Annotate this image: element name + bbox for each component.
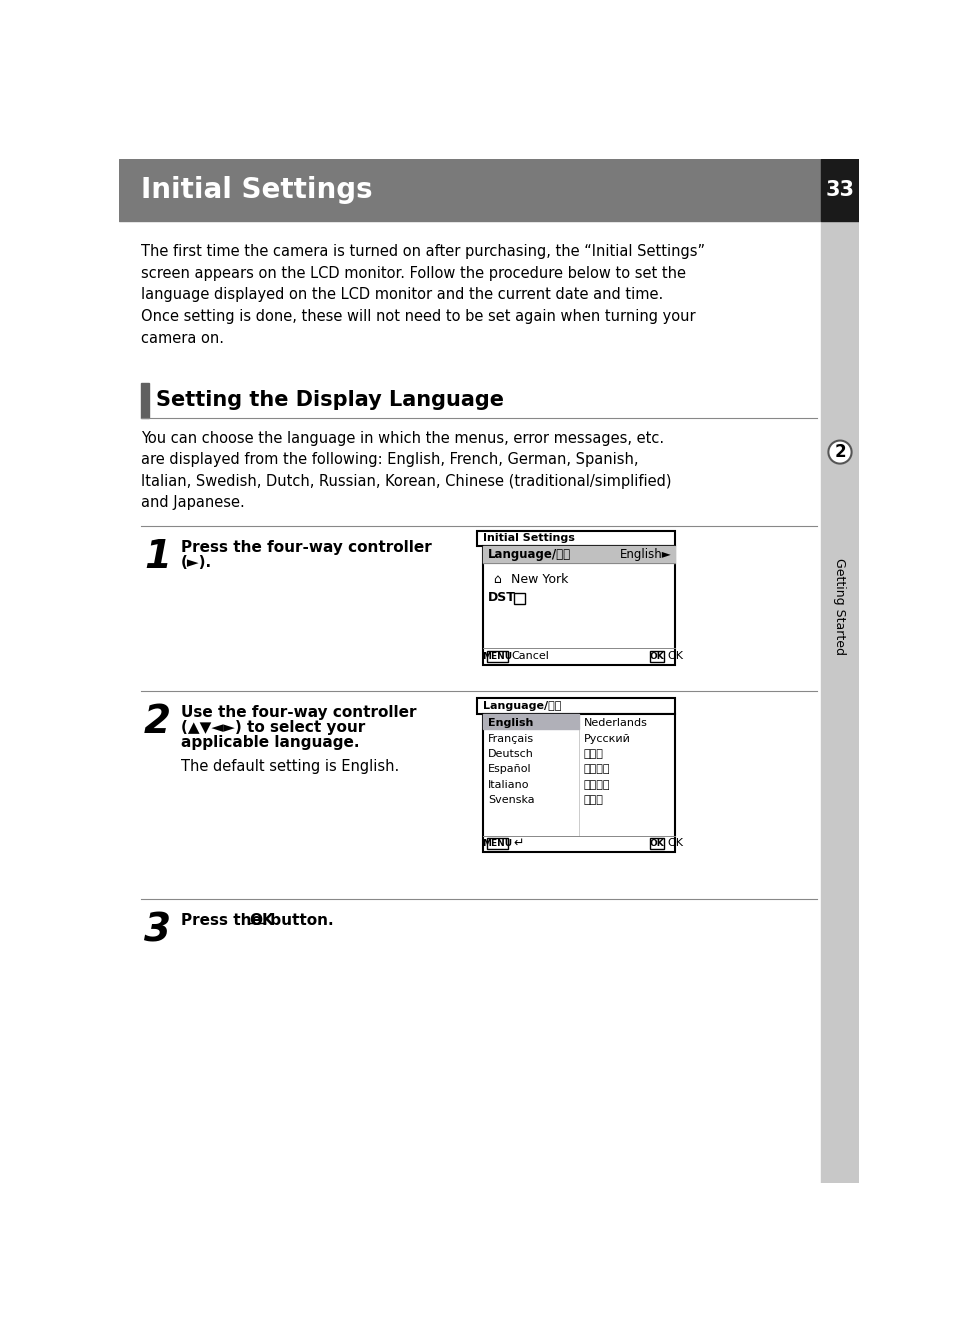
Text: Language/言語: Language/言語 xyxy=(488,548,571,561)
Bar xyxy=(476,699,674,714)
Text: DST: DST xyxy=(488,591,516,605)
Bar xyxy=(649,837,663,849)
Text: New York: New York xyxy=(511,573,568,586)
Text: The first time the camera is turned on after purchasing, the “Initial Settings”
: The first time the camera is turned on a… xyxy=(141,245,704,346)
Text: Русский: Русский xyxy=(583,734,630,743)
Text: Language/言語: Language/言語 xyxy=(483,702,561,711)
Text: Setting the Display Language: Setting the Display Language xyxy=(156,391,504,411)
Bar xyxy=(483,546,674,563)
Text: Svenska: Svenska xyxy=(488,795,535,805)
Bar xyxy=(821,159,858,221)
Bar xyxy=(514,593,525,603)
Text: OK: OK xyxy=(249,913,274,928)
Text: English►: English► xyxy=(619,548,671,561)
Text: English: English xyxy=(488,718,533,728)
Text: (▲▼◄►) to select your: (▲▼◄►) to select your xyxy=(181,720,365,735)
Text: Use the four-way controller: Use the four-way controller xyxy=(181,704,416,719)
Text: OK: OK xyxy=(649,651,664,661)
Text: Press the four-way controller: Press the four-way controller xyxy=(181,540,432,556)
Text: MENU: MENU xyxy=(482,651,512,661)
Text: 日本語: 日本語 xyxy=(583,795,602,805)
Bar xyxy=(483,546,674,666)
Circle shape xyxy=(827,440,851,464)
Bar xyxy=(483,714,578,730)
Text: 1: 1 xyxy=(144,538,171,577)
Text: Italiano: Italiano xyxy=(488,780,529,789)
Text: OK: OK xyxy=(666,839,682,848)
Text: The default setting is English.: The default setting is English. xyxy=(181,759,399,773)
Text: ⌂: ⌂ xyxy=(493,573,500,586)
Text: Initial Settings: Initial Settings xyxy=(141,177,373,205)
Bar xyxy=(486,837,508,849)
Text: MENU: MENU xyxy=(482,839,512,848)
Text: ↵: ↵ xyxy=(513,837,523,849)
Text: 中文简体: 中文简体 xyxy=(583,780,609,789)
Text: 2: 2 xyxy=(833,443,845,461)
Text: 한국어: 한국어 xyxy=(583,750,602,759)
Bar xyxy=(649,651,663,662)
Text: OK: OK xyxy=(649,839,664,848)
Text: Français: Français xyxy=(488,734,534,743)
Text: OK: OK xyxy=(666,651,682,661)
Text: 2: 2 xyxy=(144,703,171,742)
Text: Deutsch: Deutsch xyxy=(488,750,534,759)
Bar xyxy=(483,714,674,852)
Bar xyxy=(476,530,674,546)
Text: Press the: Press the xyxy=(181,913,267,928)
Text: You can choose the language in which the menus, error messages, etc.
are display: You can choose the language in which the… xyxy=(141,431,671,510)
Bar xyxy=(486,651,508,662)
Text: Nederlands: Nederlands xyxy=(583,718,647,728)
Text: Cancel: Cancel xyxy=(511,651,549,661)
Text: applicable language.: applicable language. xyxy=(181,735,359,751)
Bar xyxy=(141,383,149,419)
Bar xyxy=(119,159,821,221)
Text: Initial Settings: Initial Settings xyxy=(483,533,575,544)
Text: 33: 33 xyxy=(824,181,854,201)
Text: Español: Español xyxy=(488,764,531,775)
Bar xyxy=(821,159,858,1183)
Text: 3: 3 xyxy=(144,910,171,949)
Text: button.: button. xyxy=(265,913,334,928)
Text: (►).: (►). xyxy=(181,556,213,570)
Text: Getting Started: Getting Started xyxy=(833,558,845,655)
Text: 中文繁體: 中文繁體 xyxy=(583,764,609,775)
